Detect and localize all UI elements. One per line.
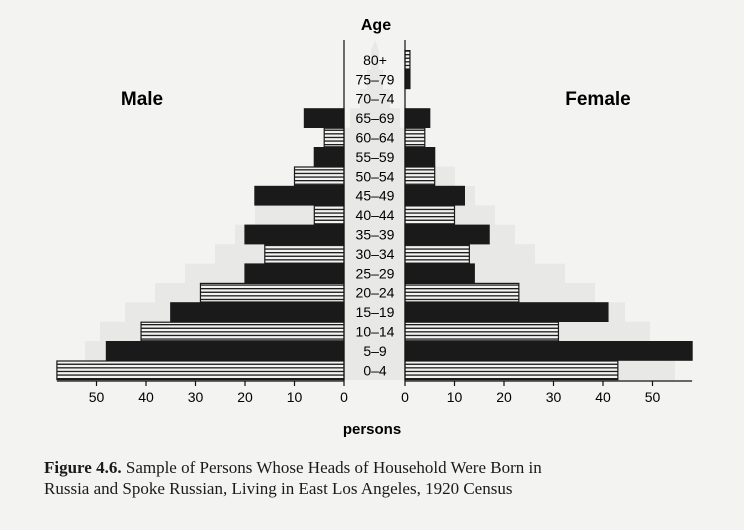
bar-female-75–79	[404, 69, 411, 90]
bar-female-45–49	[404, 185, 466, 206]
age-label-55–59: 55–59	[356, 149, 395, 165]
bar-male-55–59	[313, 147, 345, 167]
age-label-50–54: 50–54	[356, 168, 395, 184]
age-label-70–74: 70–74	[356, 91, 395, 107]
bar-female-30–34	[404, 244, 470, 264]
age-label-65–69: 65–69	[356, 110, 395, 126]
male-tick-label-30: 30	[188, 389, 204, 405]
caption-line-1: Sample of Persons Whose Heads of Househo…	[125, 458, 542, 477]
age-label-40–44: 40–44	[356, 207, 395, 223]
female-tick-label-20: 20	[496, 389, 512, 405]
male-tick-label-0: 0	[340, 389, 348, 405]
bar-female-80+	[404, 49, 411, 70]
age-label-45–49: 45–49	[356, 188, 395, 204]
age-label-0–4: 0–4	[363, 362, 387, 378]
age-label-80+: 80+	[363, 52, 387, 68]
bar-female-20–24	[404, 282, 520, 303]
female-tick-label-10: 10	[447, 389, 463, 405]
age-label-15–19: 15–19	[356, 304, 395, 320]
caption-line-2: Russia and Spoke Russian, Living in East…	[44, 479, 513, 498]
female-tick-label-30: 30	[546, 389, 562, 405]
bar-female-25–29	[404, 263, 475, 284]
bar-female-50–54	[404, 166, 436, 187]
age-label-25–29: 25–29	[356, 265, 395, 281]
bar-male-0–4	[56, 360, 345, 381]
bar-male-10–14	[140, 321, 345, 342]
bars-group	[56, 49, 693, 381]
bar-female-35–39	[404, 224, 490, 245]
bar-female-10–14	[404, 321, 560, 342]
bar-male-25–29	[244, 263, 345, 284]
male-tick-label-10: 10	[287, 389, 303, 405]
male-tick-label-50: 50	[89, 389, 105, 405]
female-tick-label-40: 40	[595, 389, 611, 405]
female-tick-label-50: 50	[645, 389, 661, 405]
age-label-35–39: 35–39	[356, 227, 395, 243]
age-label-75–79: 75–79	[356, 71, 395, 87]
bar-female-55–59	[404, 147, 436, 167]
bar-female-5–9	[404, 341, 693, 361]
bar-female-65–69	[404, 108, 431, 129]
bar-female-60–64	[404, 127, 426, 148]
bar-male-15–19	[170, 302, 345, 322]
age-label-20–24: 20–24	[356, 285, 395, 301]
age-label-10–14: 10–14	[356, 324, 395, 340]
bar-male-20–24	[199, 282, 345, 303]
tick-labels-group: 0 0 10 10 20 20 30 30 40 40 50 50	[89, 389, 661, 405]
bar-female-0–4	[404, 360, 619, 381]
axes-group	[56, 40, 693, 386]
figure-number: Figure 4.6.	[44, 458, 122, 477]
bar-male-50–54	[293, 166, 345, 187]
male-tick-label-20: 20	[237, 389, 253, 405]
x-axis-title: persons	[343, 421, 401, 438]
male-tick-label-40: 40	[138, 389, 154, 405]
bar-male-60–64	[323, 127, 345, 148]
bar-male-65–69	[303, 108, 345, 129]
bar-male-45–49	[254, 185, 345, 206]
age-labels-group: 0–4 5–9 10–14 15–19 20–24 25–29 30–34 35–39 40–4…	[356, 52, 395, 378]
figure-caption: Figure 4.6. Sample of Persons Whose Head…	[44, 457, 724, 499]
age-label-60–64: 60–64	[356, 130, 395, 146]
bar-female-15–19	[404, 302, 609, 322]
bar-male-35–39	[244, 224, 345, 245]
male-group-label: Male	[121, 89, 163, 110]
age-label-5–9: 5–9	[363, 343, 387, 359]
bar-male-30–34	[264, 244, 345, 264]
age-label-30–34: 30–34	[356, 246, 395, 262]
bar-male-40–44	[313, 205, 345, 226]
female-group-label: Female	[565, 89, 630, 110]
bar-male-5–9	[105, 341, 345, 361]
population-pyramid-chart: 0 0 10 10 20 20 30 30 40 40 50 50 0–4 5–9 10–14 15–19 2…	[56, 17, 693, 438]
female-tick-label-0: 0	[401, 389, 409, 405]
bar-female-40–44	[404, 205, 456, 226]
age-axis-title: Age	[361, 17, 391, 34]
